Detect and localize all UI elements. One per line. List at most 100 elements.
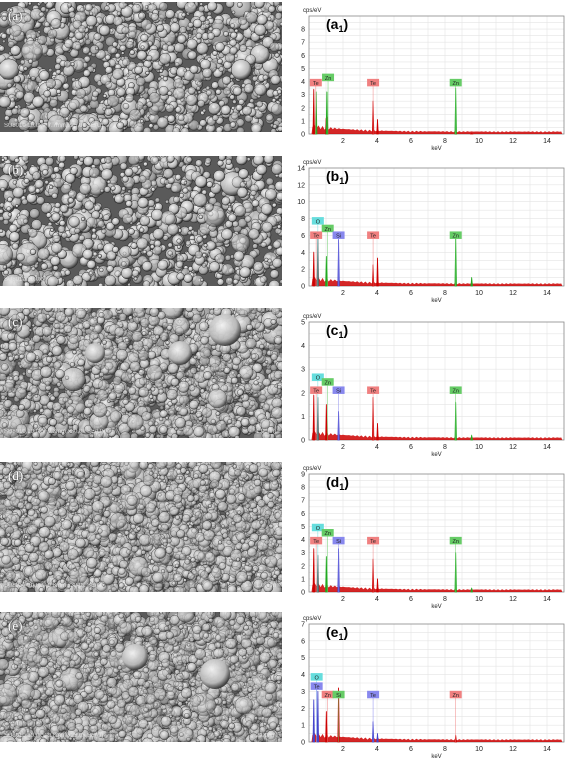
sem-grain — [86, 216, 98, 229]
sem-grain — [254, 2, 265, 9]
sem-cluster — [209, 314, 241, 346]
sem-grain — [8, 223, 18, 233]
sem-grain — [77, 358, 86, 367]
sem-grain — [149, 308, 160, 318]
sem-grain — [167, 114, 176, 123]
sem-grain — [166, 44, 175, 53]
sem-grain — [0, 394, 6, 400]
sem-grain — [197, 99, 205, 108]
sem-grain — [227, 206, 233, 212]
sem-grain — [175, 371, 184, 380]
sem-grain — [279, 22, 282, 27]
sem-grain — [154, 334, 160, 340]
sem-grain — [240, 418, 250, 427]
sem-grain — [80, 217, 86, 222]
sem-grain — [159, 52, 172, 65]
sem-grain — [261, 431, 271, 438]
sem-grain — [139, 227, 145, 233]
sem-grain — [21, 156, 29, 162]
sem-grain — [83, 69, 91, 77]
sem-grain — [277, 125, 282, 132]
sem-grain — [277, 4, 282, 13]
sem-grain — [104, 66, 113, 74]
sem-grain — [26, 80, 38, 92]
sem-grain — [119, 162, 128, 171]
sem-grain — [18, 404, 25, 411]
sem-grain — [14, 166, 26, 178]
sem-grain — [162, 76, 168, 82]
sem-grain — [99, 188, 105, 193]
sem-micrograph — [0, 308, 282, 438]
sem-grain — [70, 62, 75, 67]
sem-grain — [216, 159, 224, 167]
sem-grain — [9, 7, 14, 12]
sem-grain — [225, 158, 232, 166]
sem-grain — [272, 124, 278, 129]
sem-grain — [53, 322, 61, 330]
sem-grain — [116, 121, 125, 130]
sem-grain — [207, 388, 228, 409]
sem-grain — [27, 391, 33, 397]
sem-grain — [101, 118, 110, 126]
sem-grain — [260, 241, 267, 248]
sem-grain — [32, 334, 41, 344]
sem-grain — [125, 200, 133, 208]
sem-grain — [193, 426, 205, 438]
sem-grain — [68, 428, 74, 434]
sem-grain — [44, 180, 49, 185]
sem-grain — [210, 418, 216, 425]
sem-grain — [229, 46, 238, 56]
sem-grain — [7, 332, 16, 341]
sem-grain — [274, 227, 282, 235]
sem-grain — [92, 251, 98, 257]
sem-grain — [158, 85, 169, 96]
sem-grain — [104, 361, 114, 371]
sem-grain — [232, 86, 243, 96]
sem-grain — [15, 423, 28, 436]
sem-grain — [139, 119, 144, 124]
sem-grain — [243, 180, 248, 185]
sem-grain — [55, 311, 66, 323]
sem-grain — [236, 186, 248, 199]
sem-grain — [44, 156, 55, 166]
sem-grain — [0, 186, 6, 192]
sem-grain — [8, 376, 14, 381]
sem-grain — [0, 215, 5, 222]
sem-grain — [66, 405, 75, 414]
sem-grain — [201, 262, 207, 268]
sem-grain — [67, 399, 73, 405]
sem-grain — [72, 59, 85, 71]
sem-grain — [254, 23, 267, 37]
sem-grain — [23, 66, 28, 71]
sem-grain — [167, 242, 173, 248]
sem-grain — [47, 28, 58, 39]
sem-grain — [143, 161, 148, 167]
sem-grain — [138, 376, 148, 386]
sem-grain — [84, 3, 93, 12]
sem-grain — [15, 204, 19, 208]
sem-grain — [121, 267, 133, 280]
sem-grain — [208, 261, 221, 273]
sem-grain — [276, 89, 282, 95]
sem-grain — [236, 373, 242, 379]
sem-grain — [230, 59, 252, 80]
sem-grain — [98, 282, 104, 286]
sem-grain — [231, 233, 251, 253]
sem-grain — [132, 339, 144, 352]
sem-grain — [159, 331, 169, 342]
sem-grain — [43, 2, 48, 5]
sem-grain — [64, 269, 71, 276]
sem-grain — [40, 6, 47, 13]
sem-grain — [183, 273, 193, 283]
sem-grain — [49, 185, 54, 190]
sem-grain — [27, 368, 33, 375]
sem-grain — [88, 317, 98, 328]
sem-grain — [248, 228, 260, 240]
sem-grain — [122, 213, 133, 225]
sem-grain — [196, 235, 204, 243]
sem-grain — [271, 103, 282, 116]
sem-grain — [43, 21, 50, 28]
sem-grain — [138, 11, 146, 20]
sem-grain — [188, 384, 196, 392]
sem-grain — [265, 113, 274, 122]
